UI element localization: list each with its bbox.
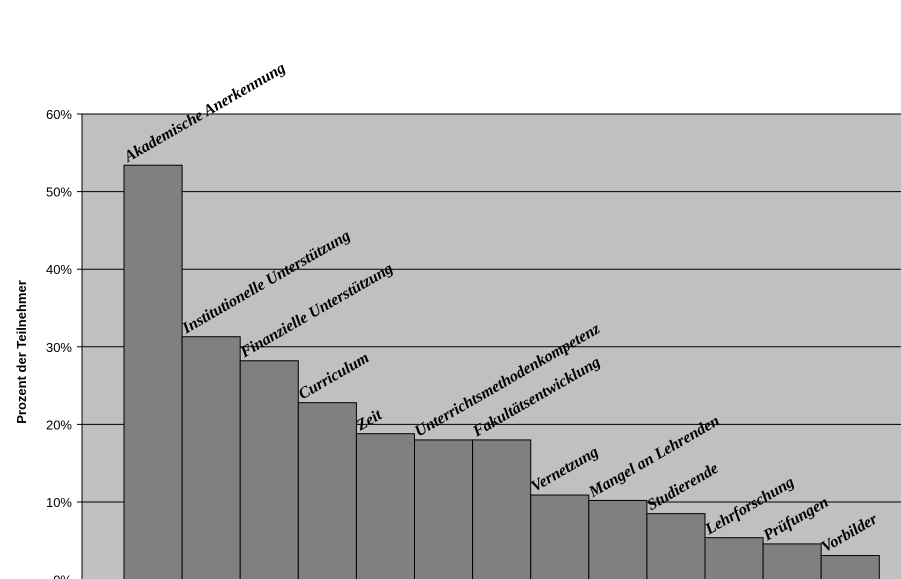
bar <box>123 164 183 579</box>
bar <box>414 439 474 579</box>
bar <box>472 439 532 579</box>
y-tick-label: 30% <box>46 340 72 355</box>
y-tick-label: 40% <box>46 262 72 277</box>
y-axis-title: Prozent der Teilnehmer <box>14 280 29 424</box>
bar <box>820 555 880 579</box>
y-axis-ticks: 0% 10% 20% 30% 40% 50% 60% <box>46 107 82 579</box>
bar <box>297 402 357 579</box>
bars <box>123 164 880 579</box>
y-tick-label: 60% <box>46 107 72 122</box>
bar <box>704 537 764 579</box>
bar <box>239 360 299 579</box>
y-tick-label: 20% <box>46 417 72 432</box>
y-tick-label: 50% <box>46 185 72 200</box>
bar <box>588 499 648 579</box>
bar <box>355 433 415 579</box>
y-tick-label: 10% <box>46 495 72 510</box>
y-tick-label: 0% <box>53 573 72 579</box>
bar <box>530 494 590 579</box>
bar <box>646 513 706 579</box>
bar <box>762 543 822 579</box>
bar <box>181 336 241 579</box>
